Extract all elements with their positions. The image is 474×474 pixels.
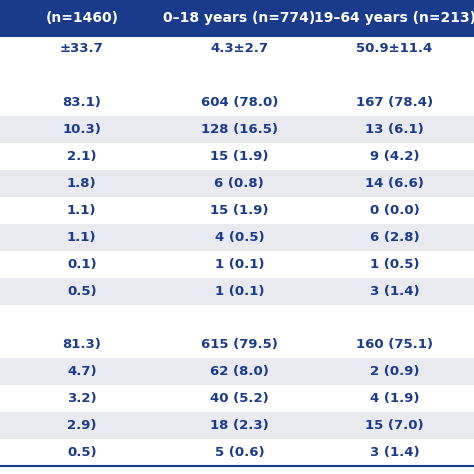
FancyBboxPatch shape bbox=[164, 385, 315, 412]
Text: 19–64 years (n=213): 19–64 years (n=213) bbox=[314, 11, 474, 25]
Text: 15 (1.9): 15 (1.9) bbox=[210, 204, 269, 217]
FancyBboxPatch shape bbox=[164, 412, 315, 439]
FancyBboxPatch shape bbox=[0, 412, 164, 439]
FancyBboxPatch shape bbox=[164, 0, 315, 36]
FancyBboxPatch shape bbox=[0, 36, 164, 63]
Text: (n=1460): (n=1460) bbox=[45, 11, 118, 25]
Text: 4 (1.9): 4 (1.9) bbox=[370, 392, 419, 405]
Text: 6 (0.8): 6 (0.8) bbox=[215, 177, 264, 190]
FancyBboxPatch shape bbox=[0, 170, 164, 197]
Text: 1.1): 1.1) bbox=[67, 231, 97, 244]
Text: 1 (0.5): 1 (0.5) bbox=[370, 258, 419, 271]
Text: 2.9): 2.9) bbox=[67, 419, 97, 432]
FancyBboxPatch shape bbox=[164, 304, 315, 331]
Text: 4.3±2.7: 4.3±2.7 bbox=[210, 43, 268, 55]
FancyBboxPatch shape bbox=[0, 63, 164, 89]
FancyBboxPatch shape bbox=[315, 197, 474, 224]
Text: 2.1): 2.1) bbox=[67, 150, 97, 163]
Text: 128 (16.5): 128 (16.5) bbox=[201, 123, 278, 136]
FancyBboxPatch shape bbox=[164, 116, 315, 143]
FancyBboxPatch shape bbox=[0, 116, 164, 143]
Text: 6 (2.8): 6 (2.8) bbox=[370, 231, 419, 244]
Text: 0.5): 0.5) bbox=[67, 284, 97, 298]
Text: 13 (6.1): 13 (6.1) bbox=[365, 123, 424, 136]
FancyBboxPatch shape bbox=[0, 143, 164, 170]
FancyBboxPatch shape bbox=[315, 304, 474, 331]
FancyBboxPatch shape bbox=[315, 224, 474, 251]
FancyBboxPatch shape bbox=[164, 89, 315, 116]
FancyBboxPatch shape bbox=[164, 224, 315, 251]
FancyBboxPatch shape bbox=[315, 412, 474, 439]
Text: 4 (0.5): 4 (0.5) bbox=[215, 231, 264, 244]
FancyBboxPatch shape bbox=[0, 278, 164, 304]
Text: 3 (1.4): 3 (1.4) bbox=[370, 446, 419, 459]
Text: ±33.7: ±33.7 bbox=[60, 43, 104, 55]
Text: 3 (1.4): 3 (1.4) bbox=[370, 284, 419, 298]
FancyBboxPatch shape bbox=[164, 36, 315, 63]
FancyBboxPatch shape bbox=[315, 0, 474, 36]
Text: 1.8): 1.8) bbox=[67, 177, 97, 190]
Text: 0.1): 0.1) bbox=[67, 258, 97, 271]
FancyBboxPatch shape bbox=[315, 143, 474, 170]
FancyBboxPatch shape bbox=[0, 89, 164, 116]
FancyBboxPatch shape bbox=[0, 224, 164, 251]
Text: 83.1): 83.1) bbox=[62, 96, 101, 109]
Text: 604 (78.0): 604 (78.0) bbox=[201, 96, 278, 109]
Text: 4.7): 4.7) bbox=[67, 365, 97, 378]
FancyBboxPatch shape bbox=[315, 278, 474, 304]
FancyBboxPatch shape bbox=[315, 89, 474, 116]
FancyBboxPatch shape bbox=[315, 36, 474, 63]
FancyBboxPatch shape bbox=[315, 331, 474, 358]
Text: 15 (1.9): 15 (1.9) bbox=[210, 150, 269, 163]
FancyBboxPatch shape bbox=[315, 170, 474, 197]
FancyBboxPatch shape bbox=[315, 116, 474, 143]
FancyBboxPatch shape bbox=[0, 331, 164, 358]
FancyBboxPatch shape bbox=[164, 331, 315, 358]
Text: 40 (5.2): 40 (5.2) bbox=[210, 392, 269, 405]
FancyBboxPatch shape bbox=[164, 439, 315, 466]
FancyBboxPatch shape bbox=[0, 197, 164, 224]
FancyBboxPatch shape bbox=[164, 197, 315, 224]
Text: 5 (0.6): 5 (0.6) bbox=[215, 446, 264, 459]
Text: 14 (6.6): 14 (6.6) bbox=[365, 177, 424, 190]
Text: 18 (2.3): 18 (2.3) bbox=[210, 419, 269, 432]
FancyBboxPatch shape bbox=[0, 304, 164, 331]
FancyBboxPatch shape bbox=[164, 251, 315, 278]
FancyBboxPatch shape bbox=[0, 0, 164, 36]
Text: 62 (8.0): 62 (8.0) bbox=[210, 365, 269, 378]
FancyBboxPatch shape bbox=[164, 278, 315, 304]
FancyBboxPatch shape bbox=[164, 358, 315, 385]
FancyBboxPatch shape bbox=[0, 385, 164, 412]
Text: 81.3): 81.3) bbox=[62, 338, 101, 351]
FancyBboxPatch shape bbox=[164, 143, 315, 170]
FancyBboxPatch shape bbox=[0, 251, 164, 278]
FancyBboxPatch shape bbox=[315, 439, 474, 466]
Text: 10.3): 10.3) bbox=[62, 123, 101, 136]
Text: 1 (0.1): 1 (0.1) bbox=[215, 258, 264, 271]
Text: 1.1): 1.1) bbox=[67, 204, 97, 217]
FancyBboxPatch shape bbox=[0, 358, 164, 385]
Text: 0–18 years (n=774): 0–18 years (n=774) bbox=[163, 11, 316, 25]
Text: 3.2): 3.2) bbox=[67, 392, 97, 405]
FancyBboxPatch shape bbox=[315, 385, 474, 412]
FancyBboxPatch shape bbox=[315, 251, 474, 278]
FancyBboxPatch shape bbox=[315, 358, 474, 385]
Text: 1 (0.1): 1 (0.1) bbox=[215, 284, 264, 298]
Text: 50.9±11.4: 50.9±11.4 bbox=[356, 43, 433, 55]
Text: 160 (75.1): 160 (75.1) bbox=[356, 338, 433, 351]
FancyBboxPatch shape bbox=[0, 439, 164, 466]
Text: 9 (4.2): 9 (4.2) bbox=[370, 150, 419, 163]
Text: 15 (7.0): 15 (7.0) bbox=[365, 419, 424, 432]
Text: 615 (79.5): 615 (79.5) bbox=[201, 338, 278, 351]
FancyBboxPatch shape bbox=[315, 63, 474, 89]
Text: 0 (0.0): 0 (0.0) bbox=[370, 204, 419, 217]
Text: 0.5): 0.5) bbox=[67, 446, 97, 459]
Text: 2 (0.9): 2 (0.9) bbox=[370, 365, 419, 378]
FancyBboxPatch shape bbox=[164, 170, 315, 197]
Text: 167 (78.4): 167 (78.4) bbox=[356, 96, 433, 109]
FancyBboxPatch shape bbox=[164, 63, 315, 89]
